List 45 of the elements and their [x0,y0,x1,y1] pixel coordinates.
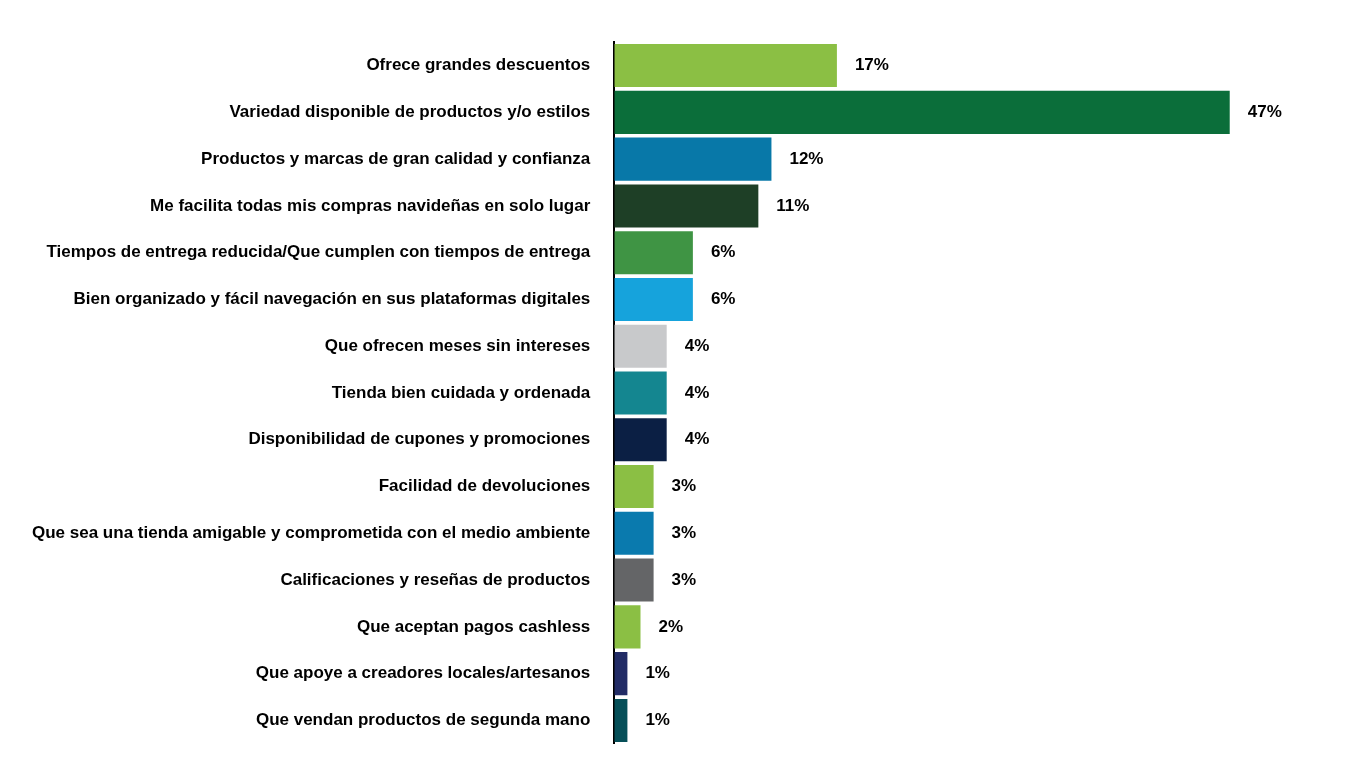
data-label: 17% [854,55,889,75]
y-tick-label: Que vendan productos de segunda mano [255,710,591,730]
y-tick-label: Me facilita todas mis compras navideñas en solo lugar [150,195,591,215]
bar [614,418,667,462]
y-tick-label: Ofrece grandes descuentos [366,55,591,75]
data-label: 6% [710,289,736,309]
data-label: 6% [710,242,736,262]
bar [614,277,693,321]
bar [614,137,772,181]
data-label: 4% [684,382,710,402]
bar [614,511,654,555]
bar [614,698,628,742]
data-label: 1% [645,663,670,683]
bar [614,324,667,368]
data-label: 12% [789,148,824,168]
data-label: 11% [776,195,810,215]
y-tick-label: Facilidad de devoluciones [378,476,591,496]
y-tick-label: Que apoye a creadores locales/artesanos [255,663,591,683]
y-tick-label: Productos y marcas de gran calidad y confianza [201,148,591,168]
bar [614,44,837,88]
data-label: 4% [684,429,710,449]
data-label: 1% [645,710,670,730]
bar [614,184,759,228]
bar [614,231,693,275]
bar [614,465,654,509]
data-label: 3% [671,523,697,543]
y-tick-label: Que sea una tienda amigable y comprometida con el medio ambiente [31,523,591,543]
y-tick-label: Tienda bien cuidada y ordenada [331,382,591,402]
data-label: 4% [684,335,710,355]
bar [614,90,1230,134]
data-label: 2% [658,616,684,636]
y-tick-label: Calificaciones y reseñas de productos [280,569,591,589]
bar [614,371,667,415]
bar [614,652,628,696]
y-tick-label: Que ofrecen meses sin intereses [324,335,591,355]
y-tick-label: Disponibilidad de cupones y promociones [248,429,591,449]
data-label: 47% [1247,102,1282,122]
data-label: 3% [671,476,697,496]
y-tick-label: Tiempos de entrega reducida/Que cumplen con tiempos de entrega [46,242,591,262]
data-label: 3% [671,569,697,589]
y-tick-label: Que aceptan pagos cashless [356,616,591,636]
y-tick-label: Variedad disponible de productos y/o estilos [229,102,591,122]
bar [614,605,641,649]
y-tick-label: Bien organizado y fácil navegación en sus plataformas digitales [73,289,591,309]
bar [614,558,654,602]
